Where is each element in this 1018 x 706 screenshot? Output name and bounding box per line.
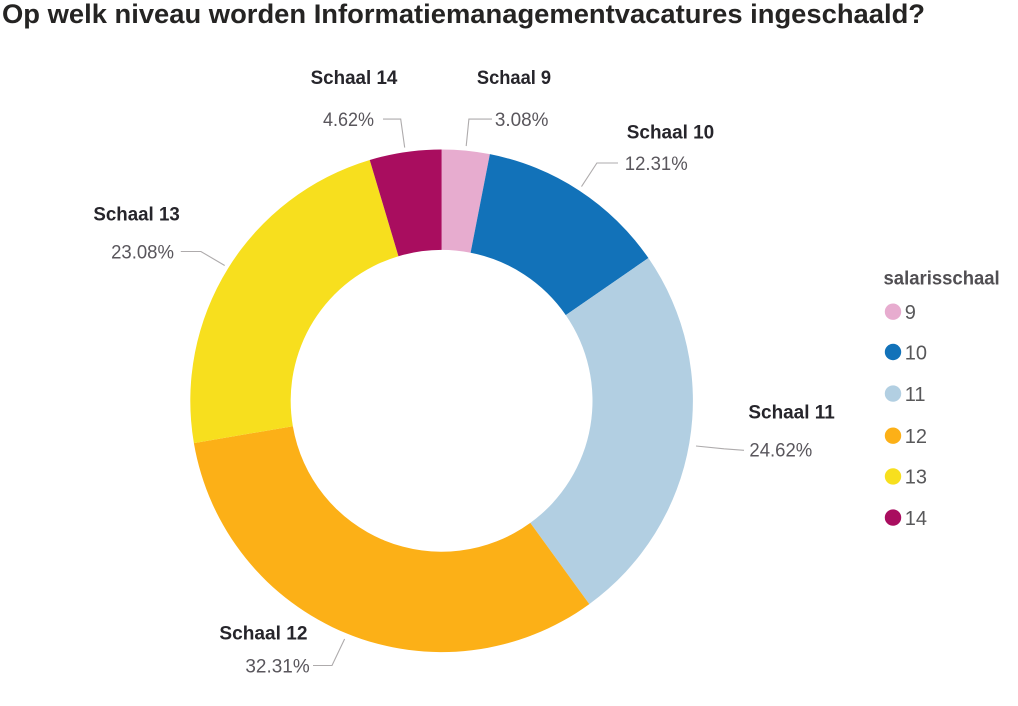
svg-text:9: 9: [905, 302, 916, 324]
svg-text:Schaal 13: Schaal 13: [93, 205, 179, 226]
svg-text:Op welk niveau worden Informat: Op welk niveau worden Informatiemanageme…: [2, 0, 925, 29]
svg-text:Schaal 9: Schaal 9: [477, 68, 551, 89]
svg-text:Schaal 12: Schaal 12: [219, 624, 307, 645]
svg-text:13: 13: [905, 467, 927, 489]
svg-text:12: 12: [905, 426, 927, 448]
svg-text:Schaal 14: Schaal 14: [311, 68, 398, 89]
svg-text:23.08%: 23.08%: [111, 242, 174, 263]
svg-text:3.08%: 3.08%: [495, 110, 549, 131]
svg-text:24.62%: 24.62%: [749, 440, 812, 461]
svg-text:4.62%: 4.62%: [323, 110, 374, 131]
svg-text:14: 14: [905, 508, 927, 530]
svg-text:12.31%: 12.31%: [625, 154, 688, 175]
svg-text:32.31%: 32.31%: [245, 656, 309, 677]
svg-text:salarisschaal: salarisschaal: [884, 269, 1000, 290]
svg-text:10: 10: [905, 342, 927, 364]
svg-text:Schaal 11: Schaal 11: [748, 403, 835, 424]
svg-text:Schaal 10: Schaal 10: [627, 123, 714, 144]
svg-text:11: 11: [905, 384, 926, 406]
